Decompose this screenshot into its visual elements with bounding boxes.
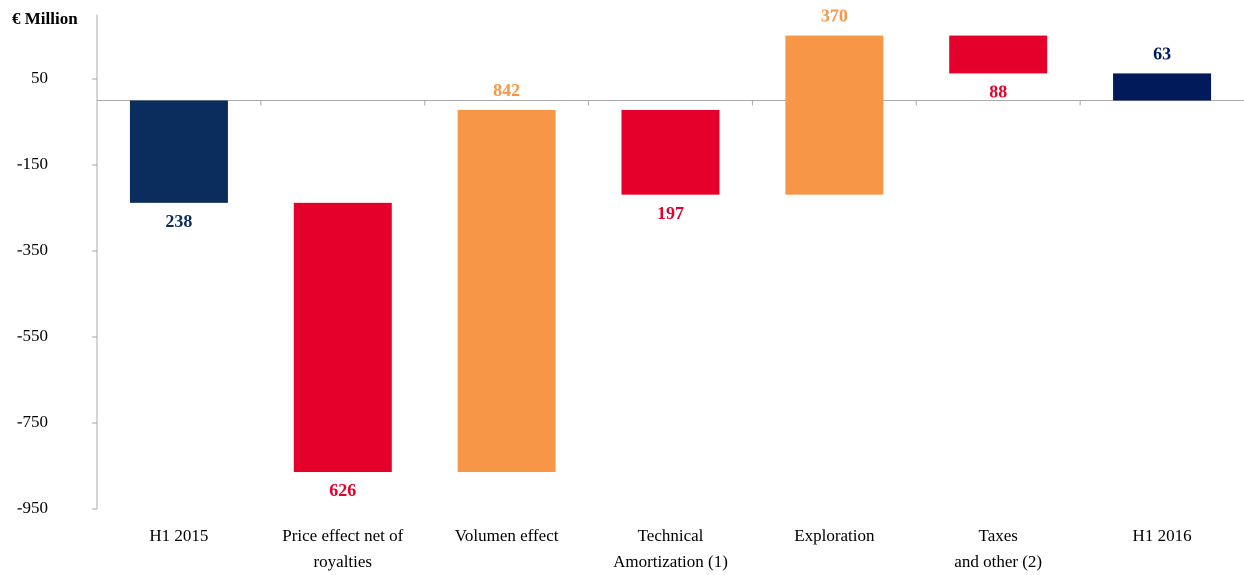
bar — [621, 109, 720, 195]
value-label: 238 — [165, 211, 192, 231]
x-tick-label: royalties — [314, 552, 373, 571]
value-label: 626 — [329, 480, 356, 500]
x-tick-label: Amortization (1) — [613, 552, 728, 571]
bar — [293, 202, 392, 473]
bar — [129, 100, 228, 203]
y-tick-label: -150 — [17, 154, 48, 173]
bar — [785, 35, 884, 195]
value-label: 842 — [493, 80, 520, 100]
x-tick-label: Exploration — [794, 526, 875, 545]
x-tick-label: H1 2015 — [149, 526, 208, 545]
y-tick-label: -750 — [17, 412, 48, 431]
x-tick-label: Technical — [638, 526, 704, 545]
value-label: 88 — [989, 82, 1007, 102]
y-tick-label: 50 — [31, 68, 48, 87]
value-label: 63 — [1153, 44, 1171, 64]
value-label: 370 — [821, 6, 848, 26]
y-tick-label: -950 — [17, 498, 48, 517]
x-tick-label: Volumen effect — [455, 526, 559, 545]
y-axis-label: € Million — [12, 9, 78, 28]
x-tick-label: H1 2016 — [1133, 526, 1192, 545]
y-tick-label: -550 — [17, 326, 48, 345]
bar — [1113, 73, 1212, 101]
x-tick-label: and other (2) — [954, 552, 1042, 571]
bar — [949, 35, 1048, 74]
value-label: 197 — [657, 203, 684, 223]
x-tick-label: Taxes — [979, 526, 1018, 545]
y-tick-label: -350 — [17, 240, 48, 259]
x-tick-label: Price effect net of — [282, 526, 403, 545]
bar — [457, 109, 556, 473]
